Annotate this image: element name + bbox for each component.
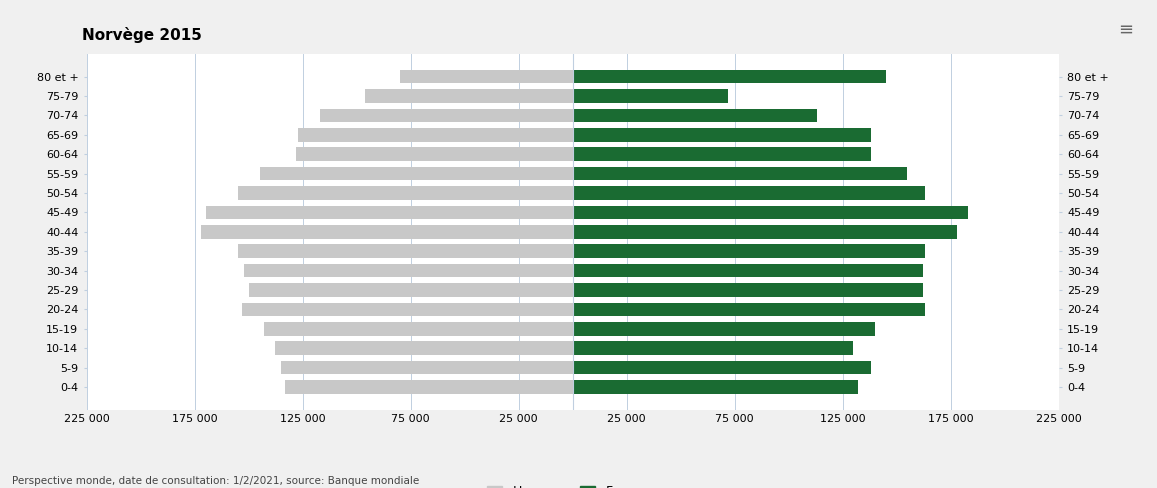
Bar (238, 244, 573, 258)
Bar (573, 167, 907, 181)
Bar (573, 244, 924, 258)
Bar (366, 89, 573, 103)
Bar (274, 342, 573, 355)
Bar (573, 264, 922, 277)
Bar (573, 361, 871, 374)
Bar (573, 109, 817, 122)
Bar (573, 205, 968, 219)
Text: ≡: ≡ (1118, 20, 1134, 38)
Bar (573, 322, 875, 336)
Bar (259, 167, 573, 181)
Bar (286, 380, 573, 394)
Bar (201, 225, 573, 239)
Bar (281, 361, 573, 374)
Text: Perspective monde, date de consultation: 1/2/2021, source: Banque mondiale: Perspective monde, date de consultation:… (12, 476, 419, 486)
Bar (573, 225, 957, 239)
Bar (573, 186, 924, 200)
Bar (238, 186, 573, 200)
Bar (573, 342, 854, 355)
Bar (264, 322, 573, 336)
Bar (242, 303, 573, 316)
Bar (296, 147, 573, 161)
Text: Norvège 2015: Norvège 2015 (82, 27, 201, 43)
Bar (573, 128, 871, 142)
Bar (573, 380, 857, 394)
Bar (244, 264, 573, 277)
Bar (249, 283, 573, 297)
Bar (573, 147, 871, 161)
Bar (299, 128, 573, 142)
Bar (573, 283, 922, 297)
Bar (320, 109, 573, 122)
Bar (206, 205, 573, 219)
Bar (400, 70, 573, 83)
Legend: Hommes, Femmes: Hommes, Femmes (482, 480, 663, 488)
Bar (573, 89, 728, 103)
Bar (573, 303, 924, 316)
Bar (573, 70, 886, 83)
